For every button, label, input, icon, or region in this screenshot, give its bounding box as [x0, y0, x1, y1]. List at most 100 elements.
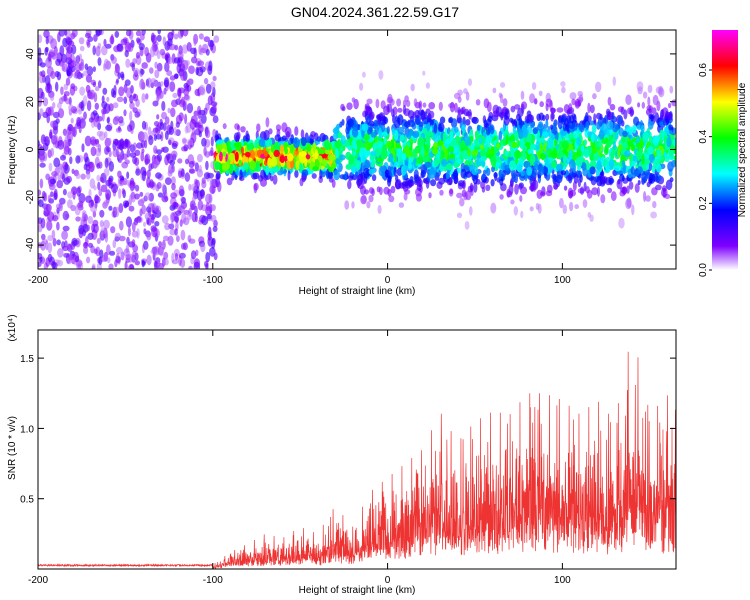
spectrogram-cell [430, 119, 434, 126]
spectrogram-cell [135, 30, 142, 37]
spectrogram-cell [572, 181, 577, 191]
spectrogram-cell [92, 66, 96, 72]
spectrogram-cell [613, 141, 616, 150]
spectrogram-cell [397, 107, 403, 113]
spectrogram-cell [103, 58, 110, 70]
spectrogram-cell [344, 200, 350, 210]
spectrogram-cell [275, 124, 282, 132]
spectrogram-cell [153, 81, 161, 88]
spectrogram-cell [190, 203, 195, 211]
spectrogram-cell [62, 161, 68, 170]
spectrogram-cell [47, 194, 52, 203]
spectrogram-cell [67, 191, 74, 199]
spectrogram-cell [648, 105, 652, 114]
spectrogram-cell [656, 163, 662, 173]
spectrogram-cell [184, 158, 190, 165]
spectrogram-cell [222, 151, 227, 157]
spectrogram-cell [111, 88, 115, 98]
spectrogram-cell [415, 117, 420, 126]
spectrogram-cell [194, 88, 201, 97]
spectrogram-cell [95, 45, 101, 57]
spectrogram-cell [169, 228, 176, 236]
spectrogram-cell [86, 256, 91, 264]
spectrogram-cell [346, 102, 353, 110]
spectrogram-cell [596, 159, 602, 171]
spectrogram-cell [402, 99, 407, 108]
spectrogram-cell [420, 169, 426, 178]
spectrogram-cell [454, 147, 458, 154]
spectrogram-cell [141, 120, 147, 130]
spectrogram-cell [132, 250, 137, 258]
spectrogram-cell [82, 95, 88, 107]
spectrogram-cell [604, 137, 609, 144]
spectrogram-cell [204, 260, 209, 268]
spectrogram-cell [121, 153, 128, 160]
spectrogram-cell [377, 204, 382, 214]
spectrogram-cell [638, 148, 644, 154]
spectrogram-cell [154, 61, 158, 69]
spectrogram-cell [333, 169, 340, 181]
y-tick-label: 40 [25, 48, 36, 60]
spectrogram-cell [417, 136, 425, 148]
spectrogram-cell [141, 204, 147, 215]
spectrogram-cell [359, 150, 363, 158]
spectrogram-cell [65, 77, 71, 86]
spectrogram-cell [347, 145, 353, 151]
spectrogram-cell [103, 219, 110, 229]
spectrogram-cell [453, 126, 459, 133]
spectrogram-cell [610, 191, 617, 202]
spectrogram-cell [67, 124, 73, 132]
spectrogram-cell [633, 116, 639, 126]
spectrogram-y-ticks: -40 -20 0 20 40 [25, 48, 676, 252]
spectrogram-cell [448, 177, 453, 186]
spectrogram-cell [159, 81, 164, 87]
snr-panel: -200 -100 0 100 0.5 1.0 1.5 Height of straigh… [7, 314, 677, 596]
spectrogram-cell [62, 139, 69, 151]
spectrogram-cell [504, 150, 510, 157]
spectrogram-cell [75, 155, 81, 164]
spectrogram-cell [544, 157, 550, 168]
spectrogram-cell [105, 189, 112, 201]
spectrogram-cell [108, 150, 112, 158]
spectrogram-cell [290, 144, 294, 154]
spectrogram-cell [378, 70, 384, 80]
spectrogram-cell [449, 131, 454, 142]
spectrogram-cell [66, 37, 73, 46]
spectrogram-cell [170, 107, 176, 118]
spectrogram-cell [89, 89, 96, 100]
spectrogram-cell [128, 263, 135, 269]
spectrogram-cell [456, 192, 463, 199]
spectrogram-cell [510, 199, 515, 205]
spectrogram-cell [152, 100, 159, 107]
spectrogram-cell [103, 167, 110, 177]
spectrogram-cell [511, 141, 518, 149]
spectrogram-cell [546, 137, 554, 149]
spectrogram-cell [171, 99, 178, 108]
spectrogram-cell [74, 255, 80, 263]
spectrogram-cell [209, 40, 214, 51]
spectrogram-cell [652, 94, 659, 106]
spectrogram-cell [111, 183, 118, 194]
spectrogram-cell [57, 139, 65, 150]
spectrogram-cell [205, 129, 211, 139]
spectrogram-cell [121, 188, 125, 195]
spectrogram-cell [56, 71, 62, 81]
spectrogram-cell [169, 159, 176, 166]
spectrogram-cell [173, 126, 177, 136]
spectrogram-cell [100, 227, 107, 235]
x-tick-label: -100 [203, 575, 223, 586]
spectrogram-cell [180, 30, 184, 37]
spectrogram-cell [311, 173, 317, 179]
spectrogram-cell [78, 224, 85, 235]
spectrogram-cell [376, 157, 384, 163]
spectrogram-cell [62, 188, 67, 196]
spectrogram-cell [521, 103, 525, 114]
spectrogram-cell [45, 36, 49, 45]
spectrogram-cell [50, 94, 55, 102]
spectrogram-cell [413, 98, 418, 107]
spectrogram-cell [114, 115, 120, 122]
spectrogram-cell [215, 130, 219, 141]
spectrogram-cell [47, 235, 54, 242]
spectrogram-cell [460, 140, 466, 149]
spectrogram-cell [130, 191, 136, 203]
